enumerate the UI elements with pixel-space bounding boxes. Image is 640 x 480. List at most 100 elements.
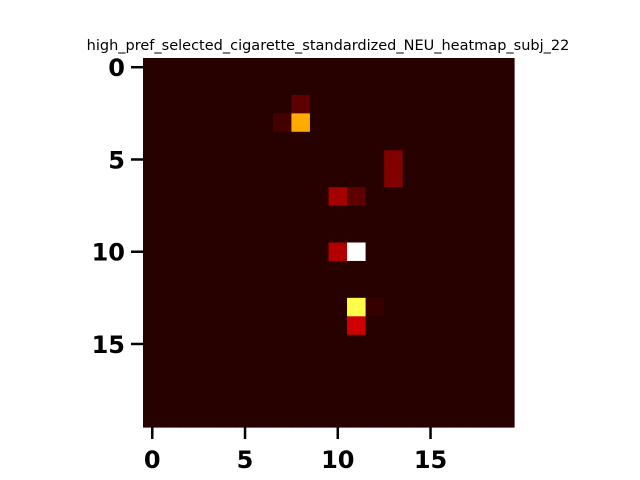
heatmap-cell [254, 94, 274, 114]
heatmap-cell [161, 205, 181, 225]
heatmap-cell [254, 353, 274, 373]
heatmap-cell [421, 371, 441, 391]
heatmap-cell [161, 187, 181, 207]
heatmap-cell [347, 150, 367, 170]
heatmap-cell [198, 408, 218, 428]
heatmap-cell [291, 150, 311, 170]
heatmap-cell [217, 353, 237, 373]
heatmap-cell [458, 76, 478, 96]
heatmap-cell [439, 242, 459, 262]
heatmap-cell [254, 187, 274, 207]
heatmap-cell [365, 408, 385, 428]
heatmap-cell [161, 408, 181, 428]
heatmap-cell [272, 58, 292, 78]
heatmap-cell [439, 260, 459, 280]
heatmap-cell [439, 316, 459, 336]
x-tick-label: 15 [414, 446, 447, 474]
heatmap-cell [161, 279, 181, 299]
heatmap-cell [384, 131, 404, 151]
heatmap-cell [439, 168, 459, 188]
heatmap-cell [421, 408, 441, 428]
heatmap-cell [198, 353, 218, 373]
heatmap-cell [291, 371, 311, 391]
heatmap-cell [365, 371, 385, 391]
heatmap-cell [439, 224, 459, 244]
heatmap-cell [384, 76, 404, 96]
heatmap-cell [458, 113, 478, 133]
heatmap-cell [402, 260, 422, 280]
heatmap-cell [291, 408, 311, 428]
heatmap-cell [458, 131, 478, 151]
heatmap-cell [235, 224, 255, 244]
heatmap-cell [272, 297, 292, 317]
heatmap-cell [291, 260, 311, 280]
heatmap-cell [198, 260, 218, 280]
heatmap-cell [217, 334, 237, 354]
heatmap-cell [384, 260, 404, 280]
heatmap-cell [347, 279, 367, 299]
heatmap-cell [495, 353, 515, 373]
heatmap-cell [384, 113, 404, 133]
heatmap-cell [439, 353, 459, 373]
heatmap-cell [421, 297, 441, 317]
heatmap-cells [143, 58, 515, 428]
heatmap-cell [421, 390, 441, 410]
heatmap-cell [180, 408, 200, 428]
heatmap-cell [198, 224, 218, 244]
heatmap-cell [402, 408, 422, 428]
heatmap-cell [476, 260, 497, 280]
heatmap-cell [180, 150, 200, 170]
heatmap-cell [254, 316, 274, 336]
heatmap-cell [384, 187, 404, 207]
heatmap-cell [143, 150, 163, 170]
heatmap-cell [476, 334, 497, 354]
heatmap-cell [272, 371, 292, 391]
heatmap-cell [458, 353, 478, 373]
heatmap-cell [476, 224, 497, 244]
heatmap-cell [143, 334, 163, 354]
heatmap-cell [347, 131, 367, 151]
heatmap-cell [309, 205, 330, 225]
heatmap-cell [217, 279, 237, 299]
heatmap-cell [291, 205, 311, 225]
heatmap-cell [365, 316, 385, 336]
heatmap-cell [143, 58, 163, 78]
heatmap-cell [458, 260, 478, 280]
heatmap-cell [476, 131, 497, 151]
heatmap-cell [309, 131, 330, 151]
heatmap-cell [439, 334, 459, 354]
heatmap-cell [495, 150, 515, 170]
heatmap-cell [198, 297, 218, 317]
heatmap-cell [180, 187, 200, 207]
heatmap-cell [161, 371, 181, 391]
heatmap-cell [347, 224, 367, 244]
heatmap-cell [402, 187, 422, 207]
heatmap-cell [421, 260, 441, 280]
heatmap-cell [291, 113, 311, 133]
heatmap-cell [198, 150, 218, 170]
heatmap-cell [476, 279, 497, 299]
heatmap-cell [476, 390, 497, 410]
heatmap-cell [143, 371, 163, 391]
heatmap-cell [235, 334, 255, 354]
heatmap-cell [365, 353, 385, 373]
heatmap-cell [180, 242, 200, 262]
heatmap-cell [439, 187, 459, 207]
heatmap-cell [254, 76, 274, 96]
heatmap-cell [328, 408, 348, 428]
heatmap-cell [217, 297, 237, 317]
heatmap-cell [217, 408, 237, 428]
heatmap-cell [235, 279, 255, 299]
x-tick-label: 5 [237, 446, 254, 474]
heatmap-cell [476, 94, 497, 114]
heatmap-cell [161, 224, 181, 244]
heatmap-cell [291, 224, 311, 244]
heatmap-cell [402, 316, 422, 336]
heatmap-cell [180, 334, 200, 354]
heatmap-cell [347, 94, 367, 114]
heatmap-cell [421, 168, 441, 188]
heatmap-cell [328, 371, 348, 391]
heatmap-cell [143, 390, 163, 410]
y-tick-label: 10 [92, 239, 125, 267]
heatmap-cell [439, 297, 459, 317]
